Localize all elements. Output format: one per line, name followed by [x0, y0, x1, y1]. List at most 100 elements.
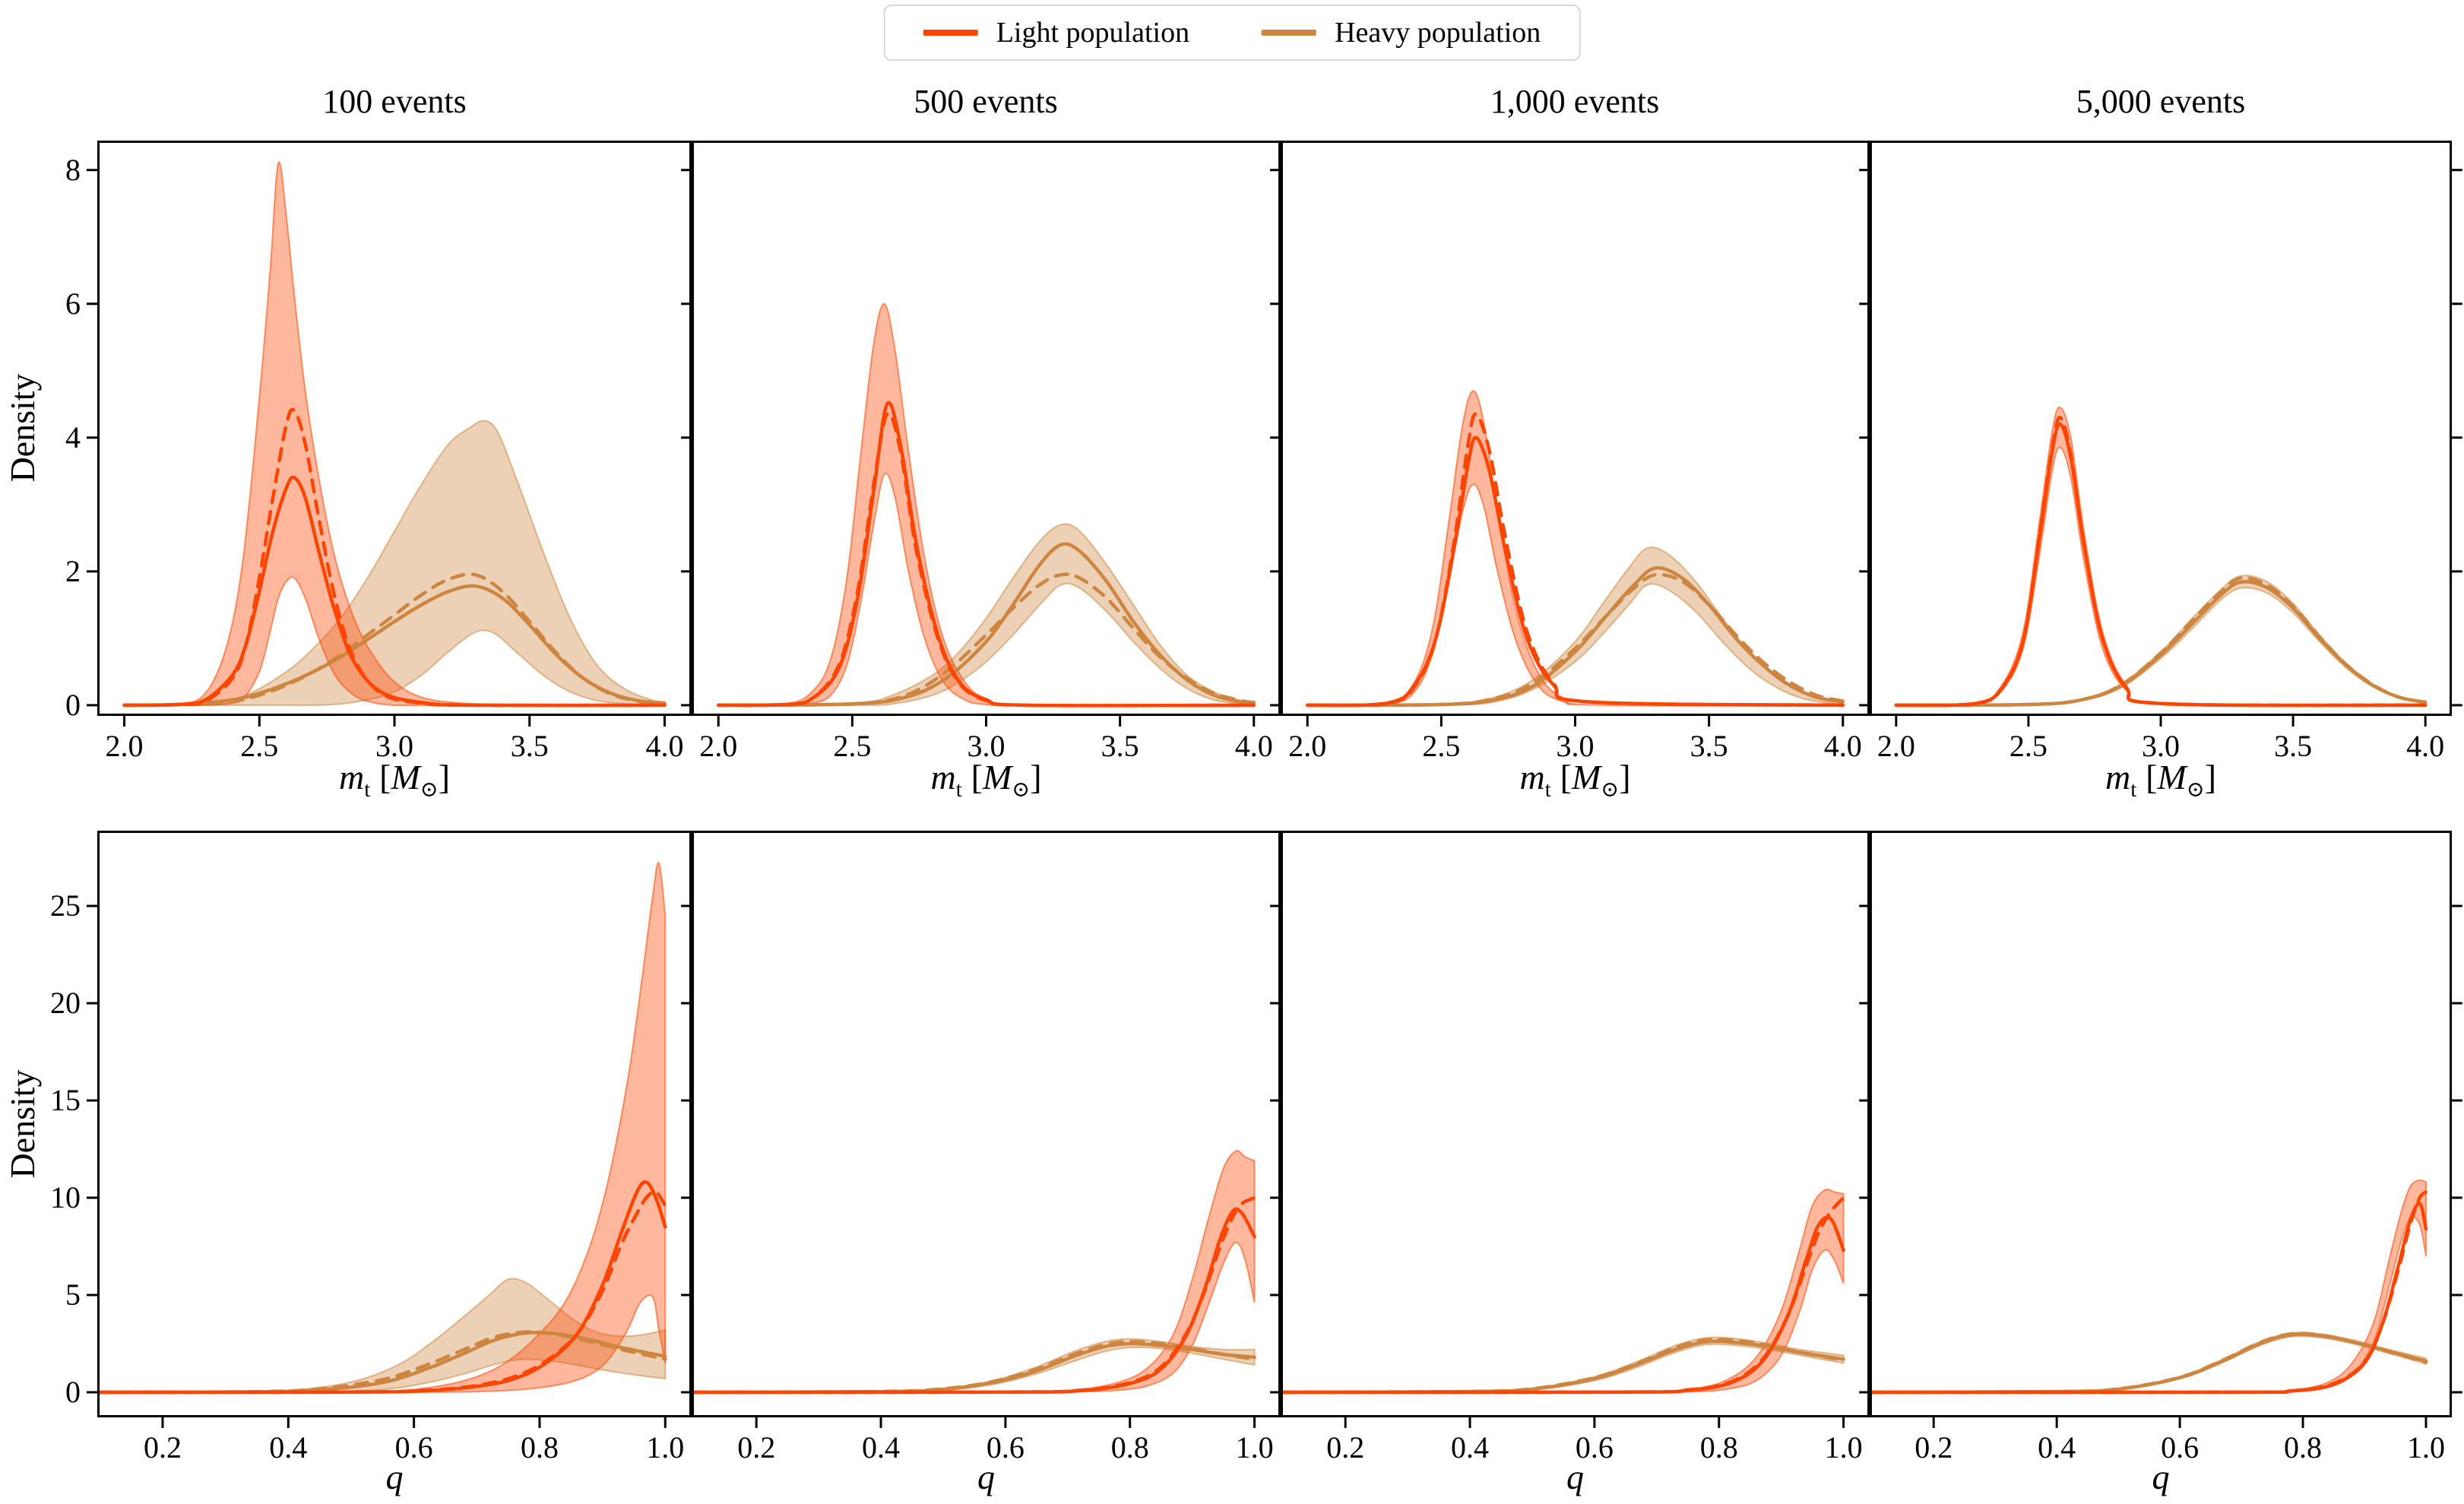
light-population-line-swatch [923, 30, 978, 36]
y-tick-label: 2 [65, 553, 81, 588]
plot-canvas [681, 141, 1281, 727]
y-tick-label: 4 [65, 420, 81, 454]
y-tick-label: 5 [65, 1277, 81, 1312]
y-tick-label: 25 [50, 888, 81, 923]
light-population-true-line [692, 1195, 1256, 1395]
subplot-mt-100-events: mt [M⊙] 2.0 2.5 3.0 3.5 4.0 0 2 4 6 8 [65, 141, 692, 801]
x-tick-label: 1.0 [1824, 1430, 1863, 1464]
x-tick-label: 2.5 [1422, 729, 1461, 763]
x-tick-label: 0.2 [1915, 1430, 1953, 1464]
plot-canvas [1270, 141, 1870, 727]
x-tick-label: 2.0 [1288, 729, 1327, 763]
x-tick-label: 4.0 [645, 729, 684, 763]
heavy-population-credible-band [1896, 575, 2427, 706]
heavy-population-true-line [1894, 576, 2428, 708]
plot-frame [692, 141, 1281, 716]
plot-frame [1870, 141, 2452, 716]
light-population-median-line [1306, 435, 1845, 708]
plot-canvas [86, 831, 692, 1428]
y-tick-label: 20 [50, 986, 81, 1021]
heavy-population-median-line [717, 542, 1256, 708]
heavy-population-line-swatch [1262, 30, 1317, 36]
heavy-population-true-line [1306, 572, 1845, 708]
mt-symbol: m [338, 758, 365, 796]
sun-symbol: ⊙ [420, 778, 439, 803]
x-tick-label: 0.4 [269, 1430, 308, 1464]
x-tick-label: 0.4 [862, 1430, 901, 1464]
x-tick-label: 3.5 [1101, 729, 1139, 763]
light-population-median-line [1281, 1215, 1845, 1395]
heavy-population-credible-band [718, 523, 1255, 707]
plot-canvas [1859, 141, 2462, 727]
plot-canvas [681, 831, 1281, 1428]
legend: Light population Heavy population [883, 5, 1581, 61]
x-axis-label-q: q [1566, 1458, 1584, 1496]
subplot-q-5000-events: q 0.2 0.4 0.6 0.8 1.0 [1859, 831, 2462, 1495]
plot-frame [1870, 831, 2452, 1417]
y-axis-label-density-bottom: Density [3, 1069, 42, 1179]
legend-item-light: Light population [923, 18, 1189, 47]
legend-item-heavy: Heavy population [1262, 18, 1541, 47]
light-population-median-line [122, 475, 667, 708]
heavy-population-true-line [717, 572, 1256, 708]
x-tick-label: 3.5 [510, 729, 549, 763]
plot-canvas [1859, 831, 2462, 1428]
subplot-mt-1000-events: mt [M⊙] 2.0 2.5 3.0 3.5 4.0 [1270, 141, 1870, 801]
plot-frame [97, 141, 692, 716]
plot-frame [97, 831, 692, 1417]
x-tick-label: 3.0 [375, 729, 413, 763]
light-population-true-line [1870, 1190, 2428, 1395]
column-title-500-events: 500 events [914, 83, 1058, 120]
y-tick-label: 8 [65, 152, 81, 187]
heavy-population-credible-band [124, 420, 666, 707]
x-tick-label: 1.0 [1235, 1430, 1274, 1464]
x-tick-label: 0.8 [1110, 1430, 1149, 1464]
heavy-population-true-line [1870, 1331, 2428, 1395]
x-tick-label: 4.0 [2406, 729, 2445, 763]
plot-frame [1281, 831, 1870, 1417]
heavy-population-median-line [1306, 566, 1845, 708]
x-axis-label-q: q [386, 1460, 404, 1495]
subplot-mt-5000-events: mt [M⊙] 2.0 2.5 3.0 3.5 4.0 [1859, 141, 2462, 801]
x-tick-label: 0.8 [2284, 1430, 2323, 1464]
plot-frame [1281, 141, 1870, 716]
x-tick-label: 0.6 [394, 1430, 433, 1464]
x-tick-label: 4.0 [1234, 729, 1273, 763]
x-axis-label-mt: mt [M⊙] [1519, 758, 1631, 803]
light-population-median-line [1870, 1202, 2428, 1395]
y-tick-label: 0 [65, 1374, 81, 1409]
x-tick-label: 1.0 [2406, 1430, 2445, 1464]
x-tick-label: 3.5 [1690, 729, 1728, 763]
x-tick-label: 0.2 [737, 1430, 776, 1464]
x-tick-label: 0.4 [2038, 1430, 2076, 1464]
light-population-credible-band [694, 1150, 1256, 1394]
heavy-population-median-line [1894, 580, 2428, 708]
light-population-true-line [98, 1189, 667, 1395]
y-axis-label-density-top: Density [3, 373, 42, 483]
heavy-population-true-line [1281, 1338, 1845, 1395]
light-population-credible-band [100, 862, 667, 1394]
heavy-population-credible-band [1307, 546, 1844, 707]
y-tick-label: 10 [50, 1180, 81, 1214]
x-tick-label: 2.5 [240, 729, 279, 763]
light-population-credible-band [1283, 1188, 1845, 1394]
x-axis-label-q: q [2152, 1458, 2170, 1496]
light-population-true-line [1306, 412, 1845, 708]
y-tick-label: 15 [50, 1083, 81, 1118]
plot-frame [692, 831, 1281, 1417]
light-population-true-line [1281, 1195, 1845, 1395]
light-population-true-line [1894, 416, 2428, 708]
x-tick-label: 2.5 [833, 729, 872, 763]
column-title-1000-events: 1,000 events [1490, 83, 1660, 120]
light-population-true-line [122, 407, 667, 708]
x-tick-label: 0.2 [1326, 1430, 1365, 1464]
q-symbol: q [385, 1458, 404, 1496]
column-title-5000-events: 5,000 events [2076, 83, 2246, 120]
x-tick-label: 2.0 [699, 729, 738, 763]
subplot-q-500-events: q 0.2 0.4 0.6 0.8 1.0 [681, 831, 1281, 1495]
x-tick-label: 2.0 [1877, 729, 1915, 763]
subplot-q-1000-events: q 0.2 0.4 0.6 0.8 1.0 [1270, 831, 1870, 1495]
x-tick-label: 3.5 [2274, 729, 2313, 763]
plot-canvas [86, 141, 692, 727]
